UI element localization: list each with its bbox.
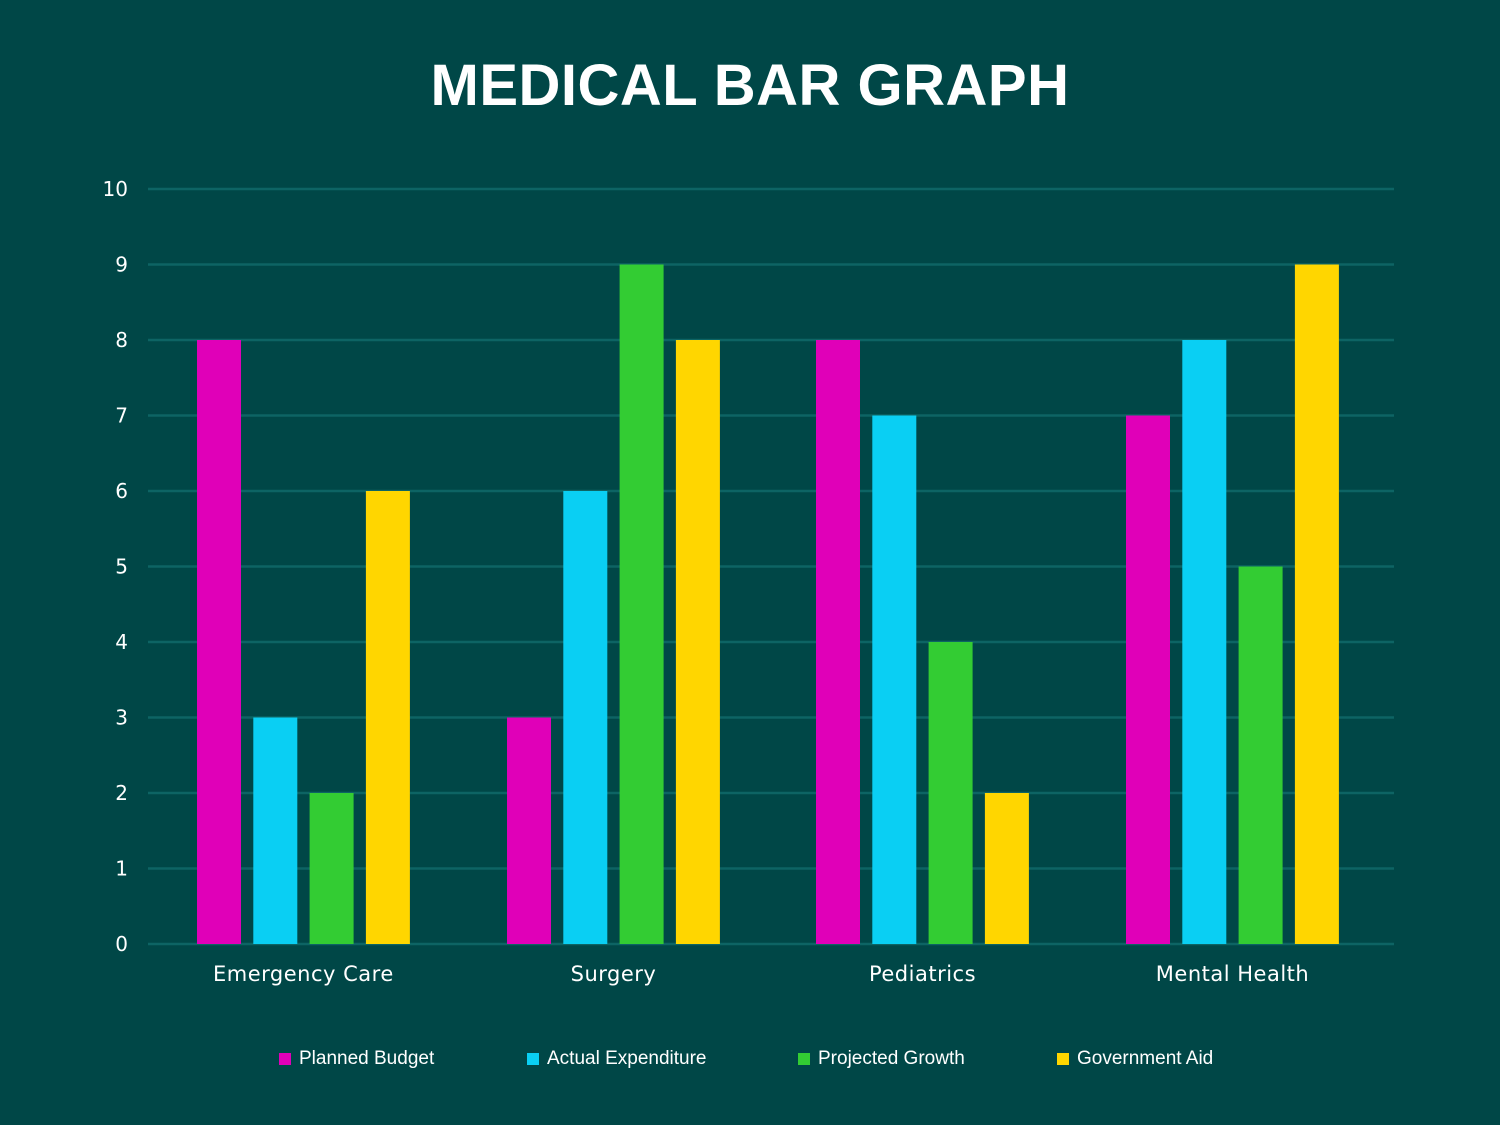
y-axis-ticks: 0 1 2 3 4 5 6 7 8 9 10 <box>103 177 128 956</box>
legend-item-actual-expenditure: Actual Expenditure <box>527 1046 707 1072</box>
bar-mental-health-government-aid <box>1294 264 1339 944</box>
bar-surgery-actual-expenditure <box>563 491 608 944</box>
legend: Planned Budget Actual Expenditure Projecte… <box>0 1046 1500 1072</box>
gridlines <box>148 187 1394 946</box>
bar-mental-health-actual-expenditure <box>1182 340 1227 944</box>
bar-mental-health-planned-budget <box>1126 415 1170 944</box>
y-tick-label-8: 8 <box>115 328 128 352</box>
y-tick-label-5: 5 <box>115 555 128 579</box>
bar-pediatrics-government-aid <box>984 793 1029 944</box>
y-tick-label-10: 10 <box>103 177 128 201</box>
bar-surgery-planned-budget <box>507 717 551 944</box>
x-tick-label-mental-health: Mental Health <box>1156 962 1309 986</box>
legend-swatch <box>798 1053 810 1065</box>
x-tick-label-emergency-care: Emergency Care <box>213 962 394 986</box>
bar-emergency-care-projected-growth <box>309 793 354 944</box>
bar-pediatrics-projected-growth <box>928 642 973 944</box>
bar-emergency-care-government-aid <box>365 491 410 944</box>
bar-surgery-projected-growth <box>619 264 664 944</box>
legend-swatch <box>279 1053 291 1065</box>
y-tick-label-2: 2 <box>115 781 128 805</box>
y-tick-label-0: 0 <box>115 932 128 956</box>
y-tick-label-9: 9 <box>115 253 128 277</box>
legend-swatch <box>527 1053 539 1065</box>
legend-swatch <box>1057 1053 1069 1065</box>
chart-title: MEDICAL BAR GRAPH <box>430 53 1070 118</box>
y-tick-label-1: 1 <box>115 857 128 881</box>
bar-emergency-care-actual-expenditure <box>253 717 298 944</box>
legend-label: Actual Expenditure <box>547 1048 707 1069</box>
legend-label: Projected Growth <box>818 1048 965 1069</box>
legend-item-government-aid: Government Aid <box>1057 1046 1213 1072</box>
x-axis-labels: Emergency Care Surgery Pediatrics Mental He… <box>213 962 1309 986</box>
y-tick-label-7: 7 <box>115 404 128 428</box>
y-tick-label-3: 3 <box>115 706 128 730</box>
legend-item-planned-budget: Planned Budget <box>279 1046 434 1072</box>
legend-item-projected-growth: Projected Growth <box>798 1046 965 1072</box>
y-tick-label-4: 4 <box>115 630 128 654</box>
bar-mental-health-projected-growth <box>1238 566 1283 944</box>
x-tick-label-pediatrics: Pediatrics <box>869 962 976 986</box>
bar-emergency-care-planned-budget <box>197 340 241 944</box>
bar-pediatrics-planned-budget <box>816 340 860 944</box>
bars <box>197 264 1339 944</box>
legend-label: Government Aid <box>1077 1048 1214 1069</box>
x-tick-label-surgery: Surgery <box>571 962 657 986</box>
legend-label: Planned Budget <box>299 1048 435 1069</box>
bar-surgery-government-aid <box>675 340 720 944</box>
y-tick-label-6: 6 <box>115 479 128 503</box>
bar-pediatrics-actual-expenditure <box>872 415 917 944</box>
